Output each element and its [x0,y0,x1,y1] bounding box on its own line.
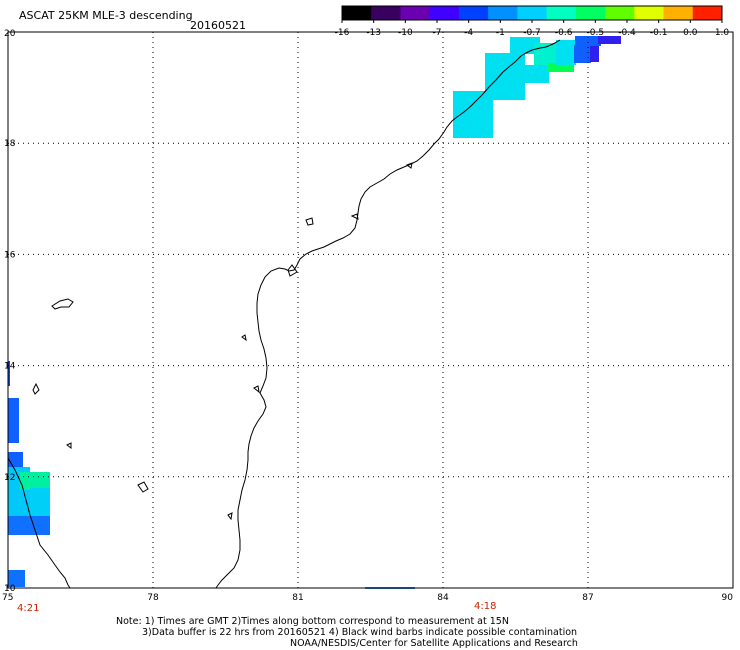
data-cell [8,570,25,587]
island [227,512,233,521]
x-tick-label: 81 [292,593,303,603]
note-line-1: Note: 1) Times are GMT 2)Times along bot… [116,616,509,627]
y-tick-label: 20 [4,29,16,39]
data-cell [493,65,549,83]
colorbar-segment [342,6,372,20]
colorbar-label: -16 [335,28,350,38]
colorbar-label: 1.0 [715,28,730,38]
island [241,334,247,342]
data-cell [8,361,10,386]
colorbar-segment [517,6,548,20]
x-tick-label: 90 [722,593,734,603]
colorbar-label: -4 [464,28,473,38]
colorbar-label: -1 [496,28,505,38]
island [137,481,149,493]
y-tick-label: 18 [4,139,16,149]
lat-lon-grid [8,32,733,588]
y-tick-label: 14 [4,362,16,372]
island [32,382,40,395]
data-cell [556,40,576,65]
y-tick-label: 12 [4,473,15,483]
colorbar-segment [663,6,694,20]
island [253,385,260,394]
data-cell [598,36,621,44]
x-tick-label: 78 [147,593,159,603]
x-tick-label: 87 [582,593,593,603]
time-label-right: 4:18 [474,601,496,612]
colorbar-segment [371,6,401,20]
colorbar-label: -7 [433,28,442,38]
note-line-2: 3)Data buffer is 22 hrs from 20160521 4)… [142,627,578,638]
colorbar-segment [575,6,606,20]
data-cell [30,488,50,516]
colorbar-segment [458,6,489,20]
x-axis-ticks: 75 78 81 84 87 90 [2,593,733,603]
colorbar-segment [634,6,665,20]
data-cell [20,472,50,490]
island [66,442,72,449]
y-tick-label: 10 [4,584,16,594]
colorbar-label: -0.7 [523,28,541,38]
colorbar-label: -0.1 [650,28,668,38]
island [405,162,413,169]
swath-data [8,36,621,589]
data-cell [8,398,19,443]
data-cell [534,43,558,65]
product-title: ASCAT 25KM MLE-3 descending [19,9,193,22]
island [350,213,359,220]
island [51,298,74,310]
colorbar-label: -0.5 [587,28,605,38]
time-label-left: 4:21 [17,603,39,614]
x-tick-label: 84 [437,593,449,603]
colorbar-label: 0.0 [683,28,698,38]
data-cell [548,63,574,72]
data-cell [590,46,599,62]
note-line-3: NOAA/NESDIS/Center for Satellite Applica… [290,638,578,649]
colorbar-label: -0.6 [555,28,573,38]
date-label: 20160521 [190,19,246,32]
colorbar-label: -0.4 [618,28,636,38]
colorbar-segment [400,6,431,20]
colorbar-segment [605,6,635,20]
coastline [215,39,561,589]
colorbar-segment [546,6,577,20]
colorbar-label: -13 [366,28,381,38]
lake [287,264,298,277]
coastline [7,457,71,589]
y-tick-label: 16 [4,250,16,260]
colorbar-label: -10 [398,28,413,38]
map-frame [7,31,734,589]
colorbar-segment [692,6,723,20]
colorbar-segment [488,6,518,20]
x-tick-label: 75 [2,593,13,603]
data-cell [574,45,591,63]
data-cell [8,516,50,535]
island [305,217,314,226]
colorbar-segment [429,6,460,20]
y-axis-ticks: 20 18 16 14 12 10 [4,29,16,594]
colorbar: -16 -13 -10 -7 -4 -1 -0.7 -0.6 -0.5 -0.4 -0.1 0.0 1.… [335,5,730,38]
data-cell [575,36,601,46]
